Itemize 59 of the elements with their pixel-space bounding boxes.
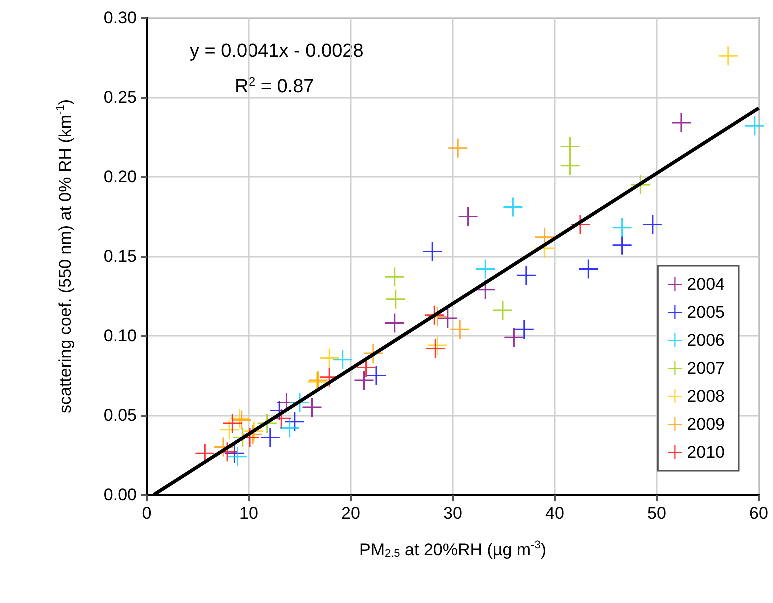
point xyxy=(504,198,523,217)
legend-label: 2007 xyxy=(687,359,726,378)
point xyxy=(612,236,632,255)
annotation: y = 0.0041x - 0.0028 xyxy=(190,41,364,62)
y-axis-title: scattering coef. (550 nm) at 0% RH (km-1) xyxy=(55,99,75,414)
point xyxy=(220,420,240,440)
y-tick-label: 0.20 xyxy=(104,168,137,186)
y-tick-label: 0.15 xyxy=(104,247,137,266)
legend-label: 2010 xyxy=(687,443,726,462)
point xyxy=(612,218,632,238)
point xyxy=(423,242,442,262)
point xyxy=(228,447,248,466)
x-tick-label: 60 xyxy=(750,504,768,523)
point xyxy=(448,138,468,158)
y-tick-label: 0.25 xyxy=(104,88,137,107)
point xyxy=(223,414,242,433)
point xyxy=(333,350,352,370)
x-tick-label: 10 xyxy=(240,504,258,523)
legend-label: 2009 xyxy=(687,415,726,434)
point xyxy=(302,398,322,418)
point xyxy=(450,320,470,340)
point xyxy=(504,328,524,348)
point xyxy=(514,320,534,340)
legend-label: 2005 xyxy=(687,303,726,322)
x-tick-label: 50 xyxy=(648,504,666,523)
point xyxy=(579,260,598,279)
point xyxy=(458,207,478,226)
legend-label: 2004 xyxy=(687,275,726,294)
x-tick-label: 0 xyxy=(142,504,152,523)
point xyxy=(516,266,536,286)
y-tick-label: 0.05 xyxy=(104,406,137,425)
point xyxy=(428,336,448,356)
point xyxy=(320,348,340,368)
point xyxy=(476,260,496,279)
x-tick-label: 40 xyxy=(546,504,564,523)
point xyxy=(745,116,764,136)
legend-label: 2008 xyxy=(687,387,726,406)
y-tick-label: 0.10 xyxy=(104,326,137,346)
y-tick-label: 0.30 xyxy=(104,8,137,28)
point xyxy=(643,215,662,234)
x-tick-label: 20 xyxy=(342,504,360,523)
point xyxy=(385,268,404,287)
point xyxy=(426,339,446,358)
point xyxy=(386,290,406,309)
point xyxy=(718,46,738,66)
point xyxy=(280,418,300,438)
point xyxy=(560,137,580,156)
point xyxy=(285,412,304,432)
legend-label: 2006 xyxy=(687,331,726,350)
point xyxy=(672,113,691,132)
x-tick-label: 30 xyxy=(444,504,462,523)
point xyxy=(493,301,512,320)
point xyxy=(385,314,404,333)
point xyxy=(560,156,580,176)
y-tick-label: 0.00 xyxy=(104,486,137,504)
point xyxy=(260,428,280,448)
point xyxy=(354,371,374,390)
point xyxy=(438,309,458,328)
point xyxy=(367,366,386,386)
